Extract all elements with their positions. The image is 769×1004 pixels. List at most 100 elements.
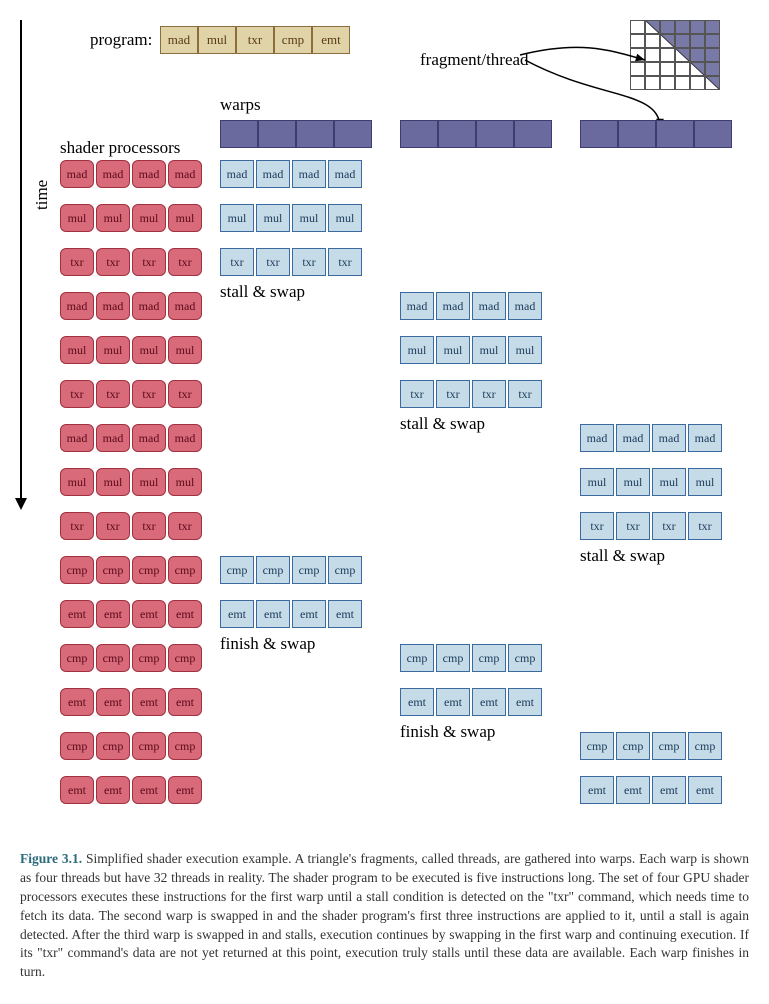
shader-processor-cell: txr: [132, 380, 166, 408]
shader-processors-label: shader processors: [60, 138, 180, 158]
warp-exec-cell: mad: [328, 160, 362, 188]
shader-processor-cell: txr: [60, 512, 94, 540]
warp-exec-cell: mad: [616, 424, 650, 452]
warp-exec-cell: mul: [508, 336, 542, 364]
shader-processor-cell: mad: [60, 424, 94, 452]
warp-header-cell: [618, 120, 656, 148]
shader-processor-cell: mad: [96, 424, 130, 452]
warp-exec-cell: txr: [688, 512, 722, 540]
warp-exec-cell: mad: [472, 292, 506, 320]
warp-exec-cell: txr: [508, 380, 542, 408]
warp-exec-cell: txr: [580, 512, 614, 540]
shader-processor-cell: mul: [168, 468, 202, 496]
shader-processor-cell: emt: [132, 600, 166, 628]
shader-processor-cell: mad: [132, 160, 166, 188]
shader-processor-cell: cmp: [96, 644, 130, 672]
shader-processor-cell: txr: [60, 248, 94, 276]
warp-exec-cell: mul: [400, 336, 434, 364]
shader-processor-cell: cmp: [60, 556, 94, 584]
shader-processor-cell: emt: [132, 776, 166, 804]
shader-processor-cell: txr: [60, 380, 94, 408]
warp-exec-cell: cmp: [292, 556, 326, 584]
figure-label: Figure 3.1.: [20, 851, 82, 866]
warp-exec-cell: mad: [436, 292, 470, 320]
warp-exec-cell: mul: [220, 204, 254, 232]
shader-processor-cell: cmp: [132, 644, 166, 672]
warp-exec-cell: mul: [328, 204, 362, 232]
shader-processor-cell: cmp: [60, 732, 94, 760]
shader-processor-cell: mul: [168, 204, 202, 232]
warp-exec-cell: cmp: [580, 732, 614, 760]
warp-exec-cell: txr: [652, 512, 686, 540]
warp-exec-cell: cmp: [436, 644, 470, 672]
finishSwap-label: finish & swap: [220, 634, 315, 654]
shader-processor-cell: emt: [168, 776, 202, 804]
warp-exec-cell: txr: [616, 512, 650, 540]
warp-header-cell: [514, 120, 552, 148]
warps-label: warps: [220, 95, 261, 115]
warp-exec-cell: mad: [688, 424, 722, 452]
warp-exec-cell: mad: [292, 160, 326, 188]
warp-exec-cell: cmp: [220, 556, 254, 584]
warp-exec-cell: mad: [508, 292, 542, 320]
shader-processor-cell: cmp: [168, 644, 202, 672]
shader-execution-diagram: program:madmultxrcmpemtfragment/threadwa…: [20, 20, 750, 840]
warp-exec-cell: mad: [400, 292, 434, 320]
warp-exec-cell: mad: [652, 424, 686, 452]
warp-exec-cell: mul: [436, 336, 470, 364]
shader-processor-cell: cmp: [132, 556, 166, 584]
warp-exec-cell: cmp: [508, 644, 542, 672]
shader-processor-cell: mul: [60, 336, 94, 364]
warp-exec-cell: emt: [292, 600, 326, 628]
program-cell: mul: [198, 26, 236, 54]
shader-processor-cell: mad: [96, 292, 130, 320]
warp-exec-cell: mad: [256, 160, 290, 188]
stallSwap-label: stall & swap: [400, 414, 485, 434]
program-cell: txr: [236, 26, 274, 54]
warp-exec-cell: txr: [328, 248, 362, 276]
warp-exec-cell: txr: [292, 248, 326, 276]
warp-exec-cell: txr: [436, 380, 470, 408]
warp-exec-cell: cmp: [688, 732, 722, 760]
warp-exec-cell: cmp: [652, 732, 686, 760]
shader-processor-cell: emt: [60, 688, 94, 716]
warp-exec-cell: cmp: [616, 732, 650, 760]
shader-processor-cell: emt: [132, 688, 166, 716]
warp-exec-cell: emt: [472, 688, 506, 716]
fragment-thread-label: fragment/thread: [420, 50, 529, 70]
warp-exec-cell: emt: [616, 776, 650, 804]
shader-processor-cell: mul: [168, 336, 202, 364]
warp-exec-cell: emt: [580, 776, 614, 804]
shader-processor-cell: mul: [60, 468, 94, 496]
shader-processor-cell: emt: [168, 600, 202, 628]
shader-processor-cell: mul: [132, 204, 166, 232]
program-cell: mad: [160, 26, 198, 54]
program-cell: cmp: [274, 26, 312, 54]
shader-processor-cell: txr: [96, 248, 130, 276]
shader-processor-cell: mad: [60, 292, 94, 320]
warp-exec-cell: mul: [256, 204, 290, 232]
finishSwap-label: finish & swap: [400, 722, 495, 742]
warp-header-cell: [694, 120, 732, 148]
warp-exec-cell: emt: [508, 688, 542, 716]
stallSwap-label: stall & swap: [580, 546, 665, 566]
figure-text: Simplified shader execution example. A t…: [20, 851, 749, 979]
warp-exec-cell: cmp: [472, 644, 506, 672]
shader-processor-cell: txr: [96, 512, 130, 540]
shader-processor-cell: emt: [96, 776, 130, 804]
shader-processor-cell: mad: [132, 424, 166, 452]
shader-processor-cell: mul: [96, 468, 130, 496]
shader-processor-cell: mul: [132, 336, 166, 364]
shader-processor-cell: mad: [132, 292, 166, 320]
shader-processor-cell: emt: [96, 688, 130, 716]
warp-exec-cell: txr: [220, 248, 254, 276]
shader-processor-cell: cmp: [168, 556, 202, 584]
warp-header-cell: [400, 120, 438, 148]
shader-processor-cell: cmp: [96, 732, 130, 760]
shader-processor-cell: emt: [60, 776, 94, 804]
warp-exec-cell: emt: [652, 776, 686, 804]
warp-exec-cell: mad: [580, 424, 614, 452]
shader-processor-cell: mad: [168, 292, 202, 320]
shader-processor-cell: txr: [96, 380, 130, 408]
warp-header-cell: [296, 120, 334, 148]
